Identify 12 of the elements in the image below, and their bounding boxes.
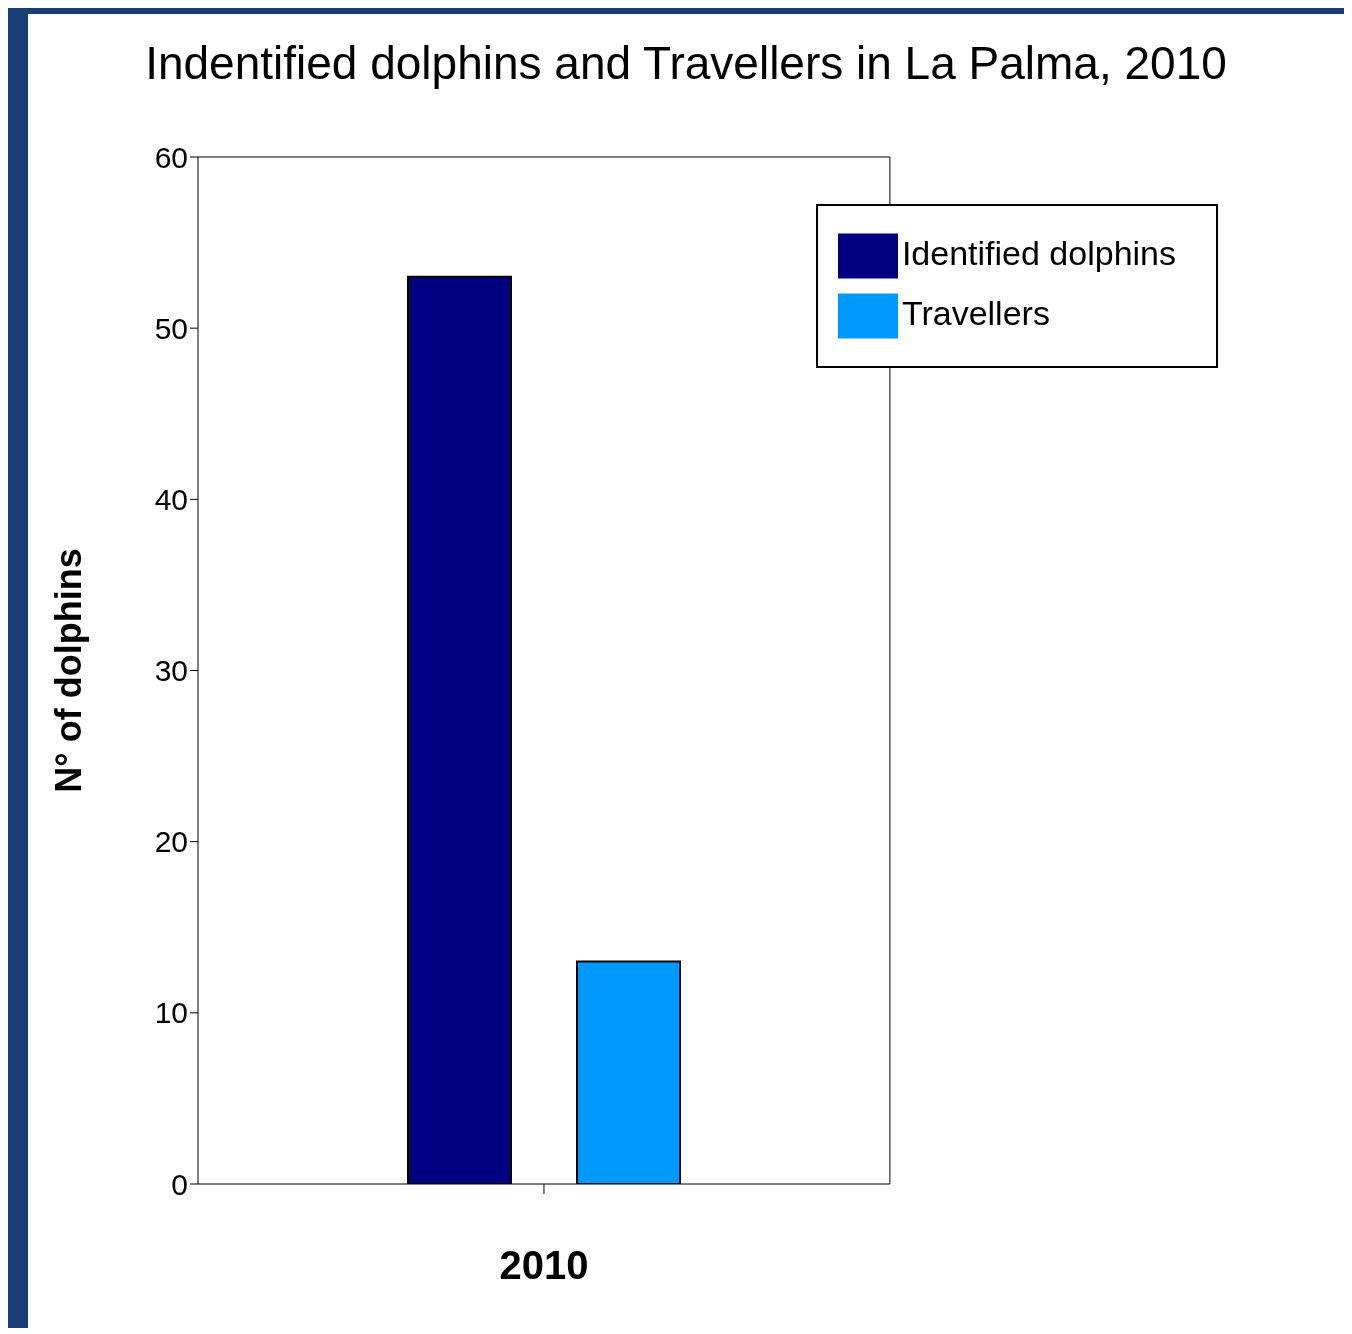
y-tick-label: 20: [154, 825, 188, 859]
legend-label: Identified dolphins: [901, 233, 1176, 272]
y-tick-label: 30: [154, 654, 188, 688]
y-tick-label: 60: [154, 140, 188, 174]
y-tick-label: 50: [154, 311, 188, 345]
y-tick-label: 40: [154, 482, 188, 516]
legend-label: Travellers: [901, 293, 1050, 332]
y-tick-label: 10: [154, 996, 188, 1030]
x-tick-label: 2010: [499, 1243, 589, 1288]
y-tick-label: 0: [171, 1167, 188, 1201]
y-axis-title: N° of dolphins: [47, 548, 89, 793]
chart-title: Indentified dolphins and Travellers in La Palma, 2010: [144, 36, 1228, 90]
